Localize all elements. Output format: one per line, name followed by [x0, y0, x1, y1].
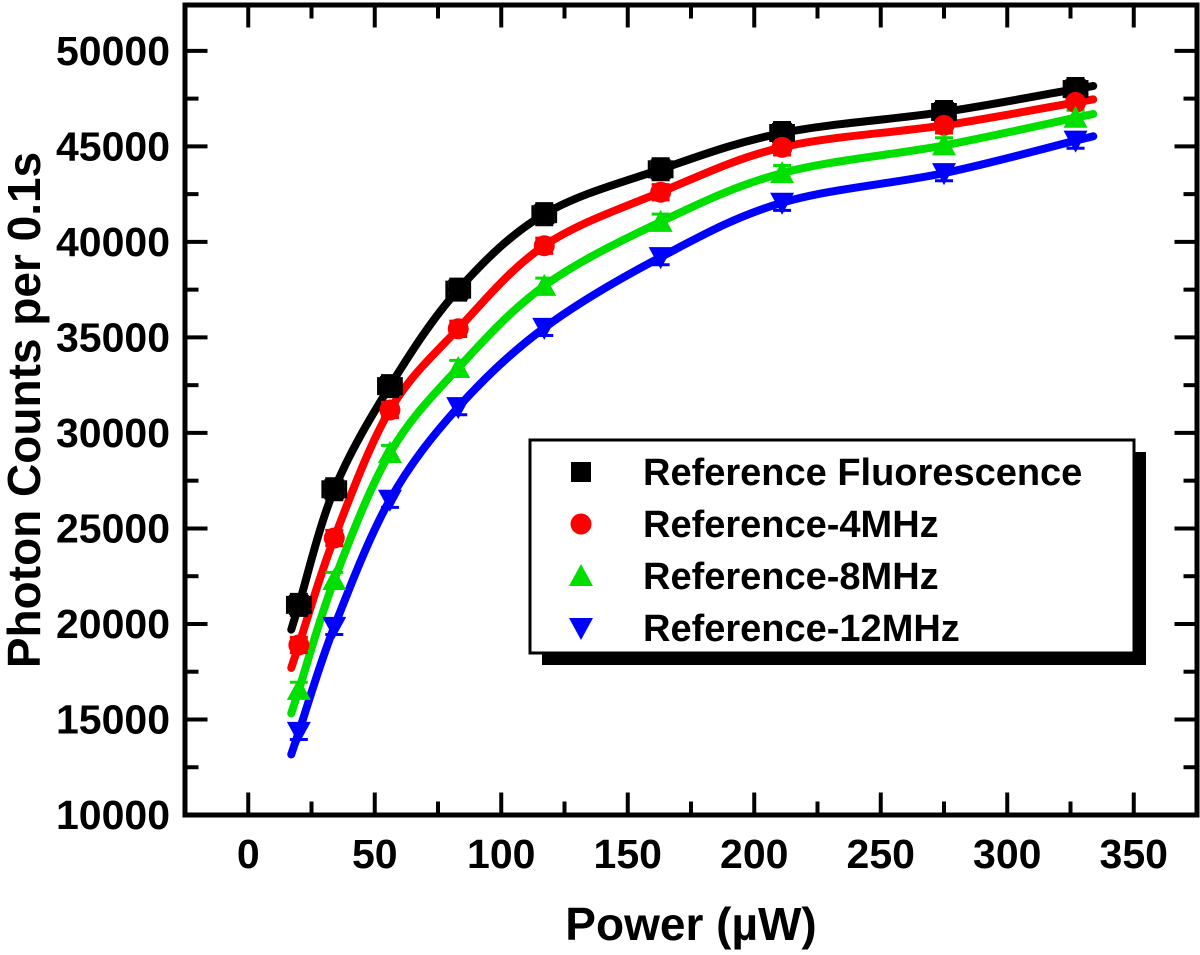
legend-item-reference-8mhz: Reference-8MHz [569, 556, 939, 598]
marker-circle-reference-4mhz [447, 318, 469, 340]
marker-square-reference-fluorescence [324, 479, 345, 500]
y-tick-label: 10000 [56, 792, 170, 838]
marker-square-reference-fluorescence [650, 159, 671, 180]
x-tick-label: 250 [847, 831, 915, 877]
marker-square-reference-fluorescence [288, 594, 309, 615]
marker-triangle-up-reference-8mhz [532, 273, 557, 296]
y-tick-label: 20000 [56, 601, 170, 647]
plot-frame [182, 2, 1200, 818]
x-tick-label: 150 [594, 831, 662, 877]
marker-triangle-up-reference-8mhz [1063, 105, 1088, 128]
marker-triangle-down-reference-12mhz [446, 397, 471, 420]
marker-triangle-up-reference-8mhz [648, 209, 673, 232]
marker-triangle-up-reference-8mhz [322, 568, 347, 591]
y-axis-title: Photon Counts per 0.1s [0, 152, 50, 668]
marker-triangle-up-reference-8mhz [770, 161, 795, 184]
marker-triangle-down-reference-12mhz [770, 192, 795, 215]
marker-circle-reference-4mhz [933, 114, 955, 136]
y-tick-label: 35000 [56, 314, 170, 360]
y-tick-label: 40000 [56, 219, 170, 265]
series-markers-reference-12mhz [286, 130, 1088, 744]
x-tick-label: 50 [352, 831, 398, 877]
marker-square-reference-fluorescence [379, 376, 400, 397]
marker-circle-reference-4mhz [650, 181, 672, 203]
x-tick-labels: 0 50 100 150 200 250 300 350 [237, 831, 1168, 877]
legend-item-reference-fluorescence: Reference Fluorescence [571, 452, 1082, 494]
legend-label-reference-fluorescence: Reference Fluorescence [643, 452, 1082, 494]
x-tick-label: 0 [237, 831, 260, 877]
legend-label-reference-4mhz: Reference-4MHz [643, 504, 939, 546]
legend-marker-square [571, 462, 591, 482]
y-tick-label: 15000 [56, 696, 170, 742]
marker-triangle-down-reference-12mhz [532, 317, 557, 340]
legend-item-reference-12mhz: Reference-12MHz [569, 608, 960, 650]
marker-circle-reference-4mhz [323, 527, 345, 549]
axis-ticks [187, 7, 1195, 813]
legend-label-reference-12mhz: Reference-12MHz [643, 608, 960, 650]
marker-circle-reference-4mhz [533, 235, 555, 257]
x-axis-title: Power (µW) [565, 898, 816, 950]
marker-circle-reference-4mhz [771, 136, 793, 158]
legend-label-reference-8mhz: Reference-8MHz [643, 556, 939, 598]
marker-triangle-down-reference-12mhz [377, 489, 402, 512]
marker-triangle-down-reference-12mhz [648, 247, 673, 270]
series-markers-reference-8mhz [286, 105, 1088, 700]
marker-triangle-up-reference-8mhz [286, 677, 311, 700]
legend-item-reference-4mhz: Reference-4MHz [570, 504, 939, 546]
marker-triangle-down-reference-12mhz [286, 721, 311, 744]
marker-square-reference-fluorescence [534, 204, 555, 225]
y-tick-label: 50000 [56, 28, 170, 74]
marker-circle-reference-4mhz [1065, 91, 1087, 113]
y-tick-label: 30000 [56, 410, 170, 456]
legend: Reference Fluorescence Reference-4MHz Refe… [528, 438, 1146, 665]
x-tick-label: 300 [973, 831, 1041, 877]
legend-box [528, 438, 1136, 655]
x-tick-label: 350 [1100, 831, 1168, 877]
legend-marker-triangle-up [569, 564, 593, 586]
marker-square-reference-fluorescence [448, 279, 469, 300]
marker-triangle-down-reference-12mhz [932, 163, 956, 186]
marker-circle-reference-4mhz [288, 634, 310, 656]
series-markers-reference-4mhz [288, 91, 1087, 656]
x-tick-label: 200 [720, 831, 788, 877]
x-tick-label: 100 [467, 831, 535, 877]
marker-square-reference-fluorescence [772, 122, 793, 143]
legend-marker-circle [570, 513, 592, 535]
marker-triangle-up-reference-8mhz [446, 355, 471, 378]
y-tick-label: 25000 [56, 505, 170, 551]
legend-marker-triangle-down [569, 618, 593, 640]
y-tick-labels: 10000 15000 20000 25000 30000 35000 40000 45000… [56, 28, 170, 838]
marker-triangle-up-reference-8mhz [377, 440, 402, 463]
marker-triangle-up-reference-8mhz [932, 133, 956, 156]
marker-triangle-down-reference-12mhz [322, 616, 347, 639]
marker-triangle-down-reference-12mhz [1063, 130, 1088, 153]
marker-circle-reference-4mhz [379, 399, 401, 421]
y-tick-label: 45000 [56, 123, 170, 169]
